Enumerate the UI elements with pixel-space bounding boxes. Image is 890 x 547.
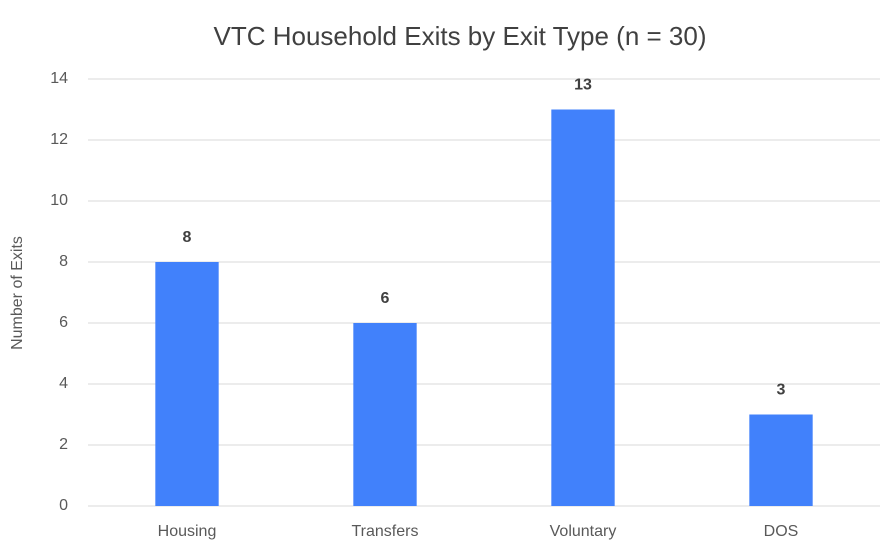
x-tick-label: Transfers: [352, 523, 419, 540]
y-tick-label: 14: [50, 70, 68, 87]
bar: [749, 414, 813, 506]
data-label: 13: [574, 77, 592, 94]
bar: [551, 109, 615, 506]
x-tick-label: Voluntary: [550, 523, 617, 540]
y-tick-label: 0: [59, 497, 68, 514]
y-tick-label: 12: [50, 131, 68, 148]
x-tick-label: Housing: [158, 523, 217, 540]
data-label: 6: [381, 290, 390, 307]
chart-title: VTC Household Exits by Exit Type (n = 30…: [213, 21, 706, 51]
data-label: 8: [183, 229, 192, 246]
y-tick-label: 6: [59, 314, 68, 331]
y-tick-label: 2: [59, 436, 68, 453]
y-tick-label: 8: [59, 253, 68, 270]
data-label: 3: [777, 382, 786, 399]
y-tick-label: 10: [50, 192, 68, 209]
y-axis-label: Number of Exits: [9, 236, 26, 350]
y-tick-label: 4: [59, 375, 68, 392]
bar: [353, 323, 417, 506]
x-tick-label: DOS: [764, 523, 799, 540]
bar: [155, 262, 219, 506]
